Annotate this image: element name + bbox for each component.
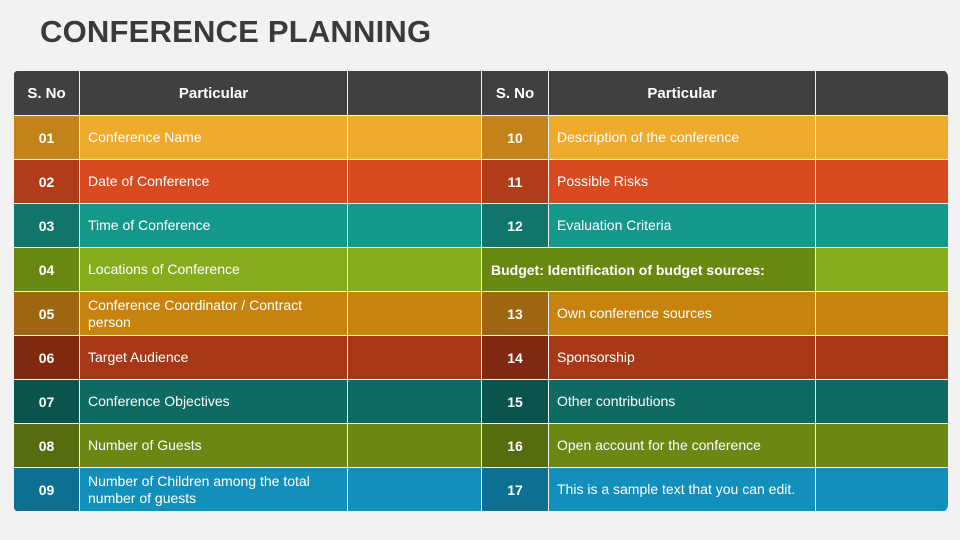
right-particular-cell: Open account for the conference bbox=[548, 423, 816, 468]
table-row: 07 Conference Objectives 15 Other contri… bbox=[13, 379, 948, 424]
left-number-cell: 05 bbox=[13, 291, 80, 336]
left-particular-cell: Locations of Conference bbox=[79, 247, 348, 292]
table-header-row: S. No Particular S. No Particular bbox=[13, 70, 948, 116]
header-blank-left bbox=[347, 70, 482, 116]
table-row: 09 Number of Children among the total nu… bbox=[13, 467, 948, 512]
left-particular-cell: Time of Conference bbox=[79, 203, 348, 248]
right-particular-cell: Description of the conference bbox=[548, 115, 816, 160]
header-particular-right: Particular bbox=[548, 70, 816, 116]
table-row: 03 Time of Conference 12 Evaluation Crit… bbox=[13, 203, 948, 248]
left-particular-cell: Number of Children among the total numbe… bbox=[79, 467, 348, 512]
right-number-cell: 12 bbox=[481, 203, 549, 248]
left-particular-cell: Date of Conference bbox=[79, 159, 348, 204]
left-blank-cell bbox=[347, 291, 482, 336]
right-number-cell: 13 bbox=[481, 291, 549, 336]
right-blank-cell bbox=[815, 203, 948, 248]
right-number-cell: 14 bbox=[481, 335, 549, 380]
right-number-cell: 15 bbox=[481, 379, 549, 424]
table-row: 04 Locations of Conference Budget: Ident… bbox=[13, 247, 948, 292]
right-particular-cell: Possible Risks bbox=[548, 159, 816, 204]
right-blank-cell bbox=[815, 247, 948, 292]
right-number-cell: 16 bbox=[481, 423, 549, 468]
right-particular-cell: Evaluation Criteria bbox=[548, 203, 816, 248]
left-particular-cell: Conference Name bbox=[79, 115, 348, 160]
left-blank-cell bbox=[347, 467, 482, 512]
left-particular-cell: Number of Guests bbox=[79, 423, 348, 468]
page-title: CONFERENCE PLANNING bbox=[40, 14, 432, 49]
right-particular-cell: Own conference sources bbox=[548, 291, 816, 336]
left-particular-cell: Target Audience bbox=[79, 335, 348, 380]
left-number-cell: 07 bbox=[13, 379, 80, 424]
left-blank-cell bbox=[347, 247, 482, 292]
left-blank-cell bbox=[347, 379, 482, 424]
right-particular-cell: This is a sample text that you can edit. bbox=[548, 467, 816, 512]
left-number-cell: 01 bbox=[13, 115, 80, 160]
right-blank-cell bbox=[815, 159, 948, 204]
left-number-cell: 03 bbox=[13, 203, 80, 248]
left-blank-cell bbox=[347, 203, 482, 248]
left-blank-cell bbox=[347, 115, 482, 160]
right-blank-cell bbox=[815, 423, 948, 468]
left-particular-cell: Conference Objectives bbox=[79, 379, 348, 424]
table-row: 02 Date of Conference 11 Possible Risks bbox=[13, 159, 948, 204]
left-number-cell: 09 bbox=[13, 467, 80, 512]
left-number-cell: 02 bbox=[13, 159, 80, 204]
table-row: 06 Target Audience 14 Sponsorship bbox=[13, 335, 948, 380]
table-row: 05 Conference Coordinator / Contract per… bbox=[13, 291, 948, 336]
right-particular-cell: Sponsorship bbox=[548, 335, 816, 380]
right-blank-cell bbox=[815, 379, 948, 424]
header-particular-left: Particular bbox=[79, 70, 348, 116]
right-particular-cell: Other contributions bbox=[548, 379, 816, 424]
header-sno-right: S. No bbox=[481, 70, 549, 116]
right-blank-cell bbox=[815, 467, 948, 512]
left-number-cell: 08 bbox=[13, 423, 80, 468]
right-blank-cell bbox=[815, 335, 948, 380]
right-blank-cell bbox=[815, 291, 948, 336]
right-number-cell: 10 bbox=[481, 115, 549, 160]
table-row: 08 Number of Guests 16 Open account for … bbox=[13, 423, 948, 468]
left-number-cell: 06 bbox=[13, 335, 80, 380]
table-row: 01 Conference Name 10 Description of the… bbox=[13, 115, 948, 160]
left-number-cell: 04 bbox=[13, 247, 80, 292]
right-number-cell: 17 bbox=[481, 467, 549, 512]
budget-heading-cell: Budget: Identification of budget sources… bbox=[481, 247, 816, 292]
right-number-cell: 11 bbox=[481, 159, 549, 204]
left-particular-cell: Conference Coordinator / Contract person bbox=[79, 291, 348, 336]
right-blank-cell bbox=[815, 115, 948, 160]
left-blank-cell bbox=[347, 335, 482, 380]
left-blank-cell bbox=[347, 159, 482, 204]
left-blank-cell bbox=[347, 423, 482, 468]
header-sno-left: S. No bbox=[13, 70, 80, 116]
planning-table: S. No Particular S. No Particular 01 Con… bbox=[13, 70, 948, 512]
header-blank-right bbox=[815, 70, 948, 116]
